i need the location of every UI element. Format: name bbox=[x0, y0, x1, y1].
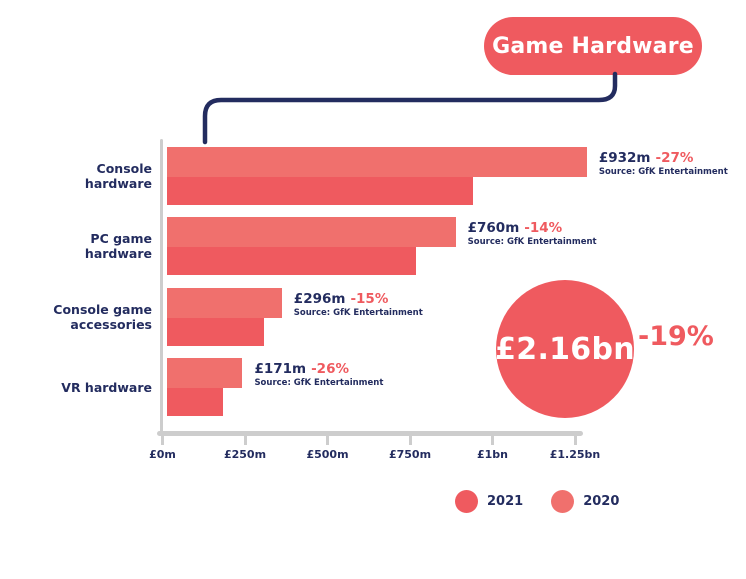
y-axis-line bbox=[160, 139, 163, 435]
legend-item-2021: 2021 bbox=[455, 490, 523, 513]
value-amount: £760m bbox=[467, 220, 520, 236]
callout-label: Game Hardware bbox=[492, 33, 694, 59]
bar-2020-vr-hardware bbox=[167, 358, 243, 388]
category-label-vr-hardware: VR hardware bbox=[0, 380, 152, 395]
bar-2021-console-hardware bbox=[167, 177, 473, 205]
x-axis-tick bbox=[161, 436, 164, 445]
category-label-line: hardware bbox=[84, 176, 152, 191]
x-axis-line bbox=[157, 431, 583, 436]
category-label-line: VR hardware bbox=[61, 379, 152, 395]
bar-2020-console-hardware bbox=[167, 147, 587, 177]
value-amount: £171m bbox=[254, 361, 307, 377]
category-label-line: Console game bbox=[53, 302, 152, 317]
value-change: -26% bbox=[311, 361, 349, 377]
x-axis-tick-label: £750m bbox=[388, 448, 432, 461]
category-label-console-game-accessories: Console game accessories bbox=[0, 302, 152, 332]
value-amount: £296m bbox=[293, 291, 346, 307]
legend: 2021 2020 bbox=[455, 490, 619, 513]
category-label-line: accessories bbox=[70, 317, 152, 332]
value-line: £932m -27% bbox=[599, 150, 728, 166]
legend-label-2020: 2020 bbox=[583, 494, 620, 509]
bar-2021-console-game-accessories bbox=[167, 318, 265, 346]
value-label-vr-hardware: £171m -26% Source: GfK Entertainment bbox=[254, 361, 383, 389]
value-source: Source: GfK Entertainment bbox=[467, 237, 597, 247]
value-change: -27% bbox=[655, 150, 694, 166]
x-axis-tick-label: £1bn bbox=[476, 448, 508, 461]
value-label-console-hardware: £932m -27% Source: GfK Entertainment bbox=[599, 150, 728, 178]
x-axis-tick-label: £500m bbox=[306, 448, 349, 461]
value-change: -15% bbox=[350, 291, 389, 307]
bar-2020-pc-game-hardware bbox=[167, 217, 456, 247]
value-source: Source: GfK Entertainment bbox=[598, 167, 728, 177]
legend-dot-2021 bbox=[455, 490, 478, 513]
category-label-pc-game-hardware: PC game hardware bbox=[0, 231, 152, 261]
x-axis-tick bbox=[573, 436, 577, 445]
total-change: -19% bbox=[638, 321, 714, 352]
legend-label-2021: 2021 bbox=[487, 494, 524, 509]
bar-2021-vr-hardware bbox=[167, 388, 224, 416]
x-axis-tick bbox=[408, 436, 412, 445]
value-line: £760m -14% bbox=[468, 220, 597, 236]
value-line: £171m -26% bbox=[254, 361, 383, 377]
legend-dot-2020 bbox=[551, 490, 575, 513]
x-axis-tick-label: £1.25bn bbox=[549, 448, 601, 461]
total-circle: £2.16bn bbox=[495, 280, 635, 418]
value-source: Source: GfK Entertainment bbox=[293, 308, 423, 318]
x-axis-tick-label: £0m bbox=[149, 448, 176, 461]
x-axis-tick bbox=[491, 436, 494, 445]
legend-item-2020: 2020 bbox=[551, 490, 619, 513]
x-axis-tick bbox=[326, 436, 329, 445]
value-line: £296m -15% bbox=[294, 291, 423, 307]
category-label-console-hardware: Console hardware bbox=[0, 161, 152, 191]
x-axis-tick-label: £250m bbox=[223, 448, 267, 461]
value-amount: £932m bbox=[598, 150, 651, 166]
bar-2020-console-game-accessories bbox=[167, 288, 282, 318]
bar-2021-pc-game-hardware bbox=[167, 247, 417, 275]
game-hardware-callout: Game Hardware bbox=[484, 17, 702, 75]
value-label-pc-game-hardware: £760m -14% Source: GfK Entertainment bbox=[468, 220, 597, 248]
value-change: -14% bbox=[524, 220, 563, 236]
category-label-line: PC game bbox=[90, 231, 152, 246]
category-label-line: hardware bbox=[84, 246, 152, 261]
x-axis-tick bbox=[243, 436, 247, 445]
category-label-line: Console bbox=[96, 161, 152, 176]
value-label-console-game-accessories: £296m -15% Source: GfK Entertainment bbox=[294, 291, 423, 319]
value-source: Source: GfK Entertainment bbox=[254, 378, 384, 388]
total-value: £2.16bn bbox=[495, 331, 635, 367]
